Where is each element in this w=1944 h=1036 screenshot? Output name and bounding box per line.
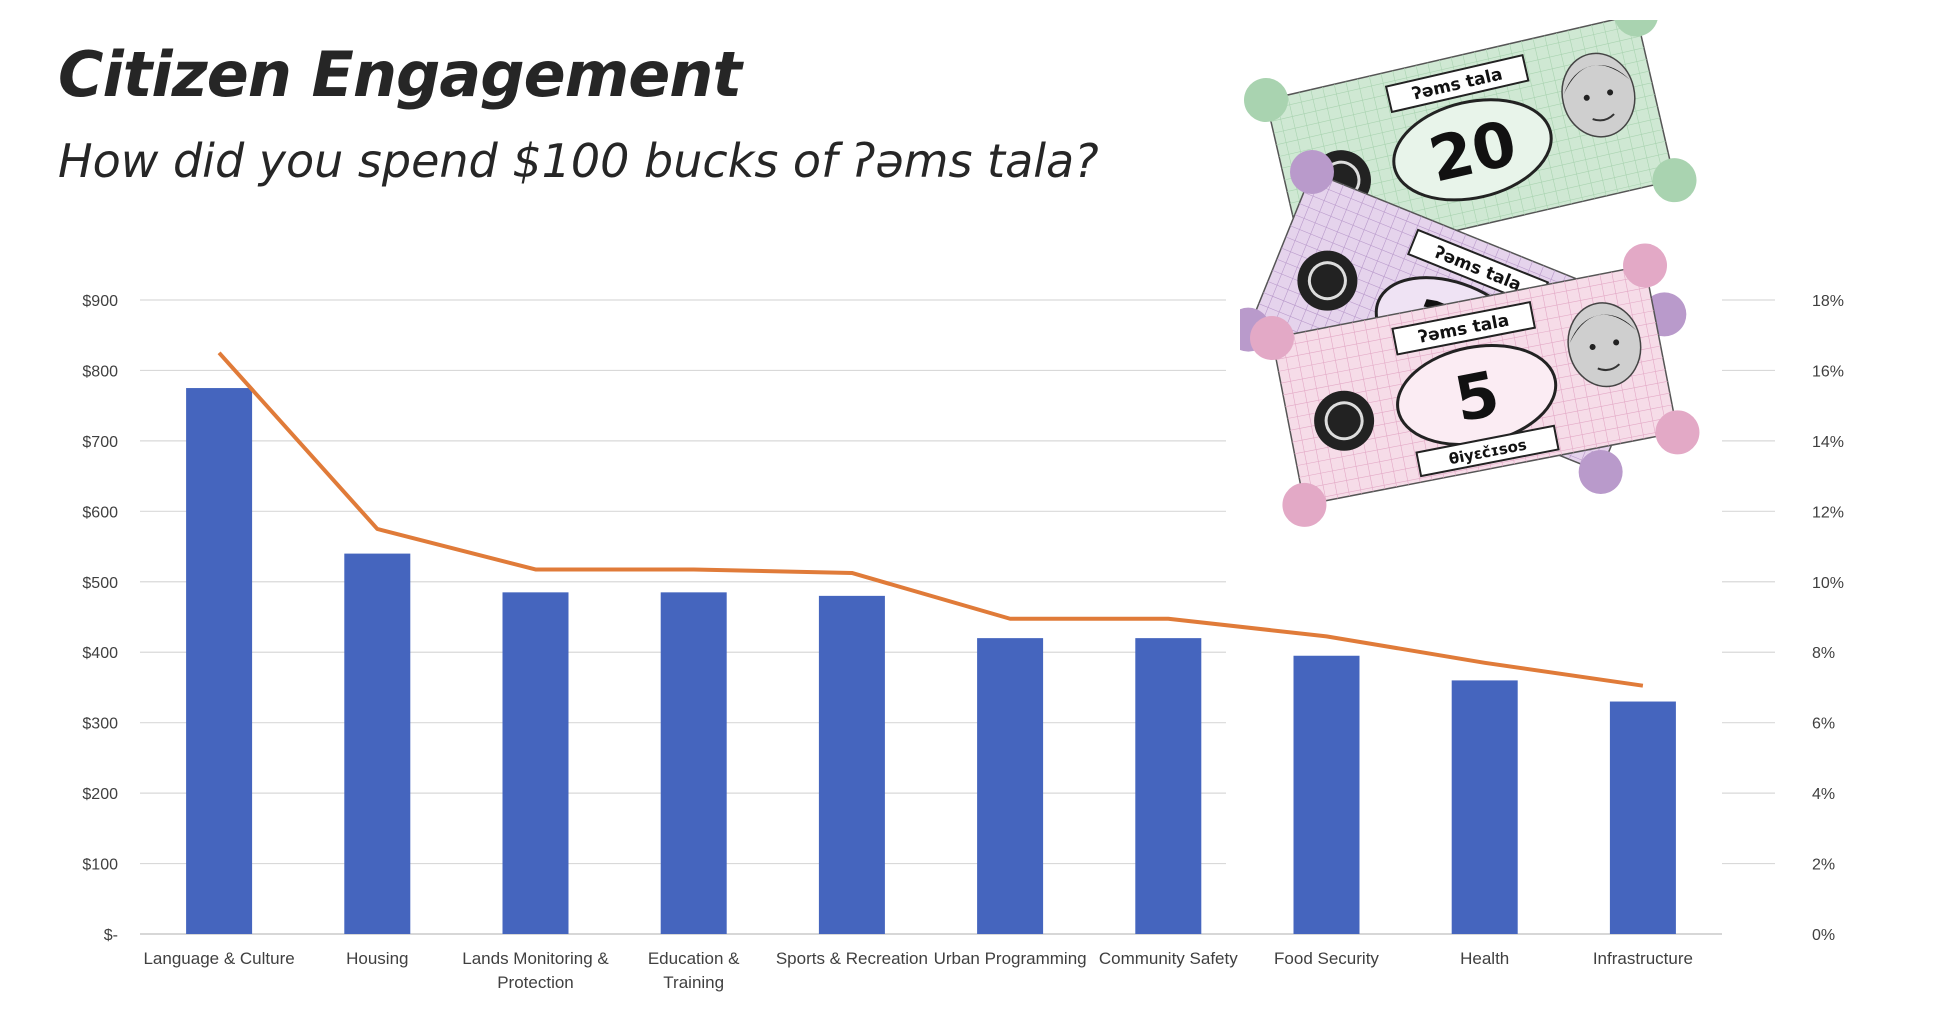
bar — [1135, 638, 1202, 934]
percent-line — [217, 351, 1644, 688]
bar — [186, 388, 253, 934]
bar — [344, 553, 411, 934]
category-label: Infrastructure — [1593, 949, 1693, 968]
category-label: Training — [663, 973, 724, 992]
bar — [1609, 701, 1676, 934]
y2-tick-label: 14% — [1812, 434, 1844, 451]
y2-tick-label: 4% — [1812, 786, 1835, 803]
y-tick-label: $400 — [82, 645, 118, 662]
y-tick-label: $300 — [82, 716, 118, 733]
y-tick-label: $500 — [82, 575, 118, 592]
y2-tick-label: 10% — [1812, 575, 1844, 592]
y-axis-left: $- $100 $200 $300 $400 $500 $600 $700 $800 $900 — [82, 293, 118, 944]
category-label: Protection — [497, 973, 574, 992]
category-label: Lands Monitoring & — [462, 949, 609, 968]
x-axis: Language & Culture Housing Lands Monitorin… — [143, 949, 1692, 992]
bar — [1293, 655, 1360, 934]
category-label: Community Safety — [1099, 949, 1238, 968]
emblem-icon — [1297, 250, 1358, 311]
bar-series — [186, 388, 1676, 934]
category-label: Education & — [648, 949, 740, 968]
y-tick-label: $200 — [82, 786, 118, 803]
bar — [977, 638, 1044, 934]
bar — [818, 595, 885, 934]
y2-tick-label: 16% — [1812, 363, 1844, 380]
y-tick-label: $600 — [82, 504, 118, 521]
slide-title: Citizen Engagement — [58, 38, 742, 111]
portrait-icon — [1561, 52, 1636, 138]
y2-tick-label: 2% — [1812, 857, 1835, 874]
y2-tick-label: 12% — [1812, 504, 1844, 521]
bar — [1451, 680, 1518, 934]
y-tick-label: $900 — [82, 293, 118, 310]
category-label: Health — [1460, 949, 1509, 968]
category-label: Language & Culture — [143, 949, 294, 968]
y-tick-label: $800 — [82, 363, 118, 380]
y-tick-label: $- — [104, 927, 118, 944]
category-label: Food Security — [1274, 949, 1379, 968]
y-tick-label: $100 — [82, 857, 118, 874]
bar — [502, 592, 569, 934]
bar — [660, 592, 727, 934]
category-label: Sports & Recreation — [776, 949, 928, 968]
y-tick-label: $700 — [82, 434, 118, 451]
category-label: Urban Programming — [934, 949, 1087, 968]
y2-tick-label: 6% — [1812, 716, 1835, 733]
portrait-icon — [1567, 302, 1642, 388]
emblem-icon — [1314, 390, 1375, 451]
y2-tick-label: 18% — [1812, 293, 1844, 310]
slide-subtitle: How did you spend $100 bucks of ʔəms tal… — [58, 134, 1099, 188]
y2-tick-label: 8% — [1812, 645, 1835, 662]
y-axis-right: 0% 2% 4% 6% 8% 10% 12% 14% 16% 18% — [1812, 293, 1844, 944]
category-label: Housing — [346, 949, 408, 968]
y2-tick-label: 0% — [1812, 927, 1835, 944]
percent-line-series — [217, 351, 1644, 688]
